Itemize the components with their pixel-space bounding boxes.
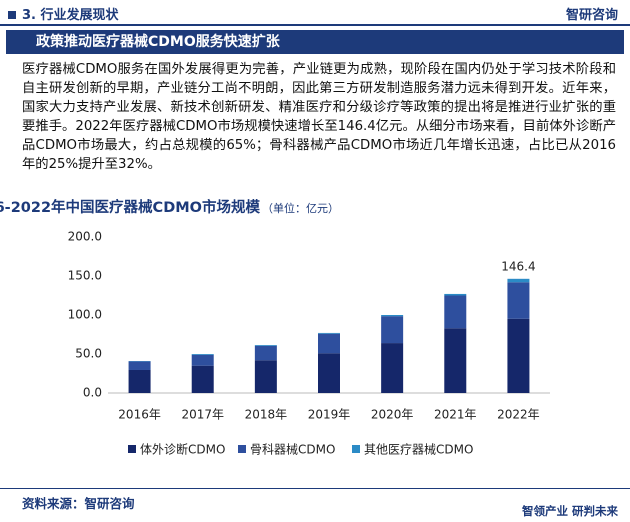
bar-segment — [191, 354, 214, 355]
bar-segment — [191, 365, 214, 393]
chart-unit: （单位：亿元） — [262, 201, 339, 215]
legend-swatch — [238, 445, 246, 453]
divider — [0, 488, 630, 489]
bar-segment — [444, 328, 467, 393]
bar-segment — [381, 316, 404, 344]
total-label: 146.4 — [501, 259, 535, 273]
x-tick-label: 2021年 — [434, 408, 477, 422]
chart-title: 2016-2022年中国医疗器械CDMO市场规模 — [0, 198, 260, 216]
x-tick-label: 2018年 — [245, 408, 288, 422]
banner: 政策推动医疗器械CDMO服务快速扩张 — [6, 30, 624, 54]
bar-segment — [191, 354, 214, 366]
x-tick-label: 2022年 — [497, 408, 540, 422]
y-tick-label: 150.0 — [68, 269, 102, 283]
bar-segment — [507, 278, 530, 283]
chart: 2016-2022年中国医疗器械CDMO市场规模 （单位：亿元） 0.0 50.0… — [0, 198, 550, 457]
bar-segment — [318, 332, 340, 334]
bar-segment — [444, 295, 467, 329]
bar-segment — [318, 353, 340, 393]
legend-label: 骨科器械CDMO — [250, 442, 335, 457]
bar-segment — [318, 333, 340, 354]
y-tick-label: 0.0 — [83, 386, 102, 400]
bar-segment — [128, 361, 151, 370]
slogan: 智领产业 研判未来 — [521, 504, 618, 518]
divider — [0, 24, 630, 26]
y-tick-label: 50.0 — [75, 347, 102, 361]
paragraph: 医疗器械CDMO服务在国外发展得更为完善，产业链更为成熟，现阶段在国内仍处于学习… — [22, 62, 616, 172]
bar-segment — [254, 345, 277, 361]
bar-segment — [128, 369, 151, 393]
legend-label: 其他医疗器械CDMO — [364, 442, 473, 457]
x-tick-label: 2017年 — [181, 408, 224, 422]
source: 资料来源：智研咨询 — [22, 496, 135, 511]
bar-segment — [381, 315, 404, 317]
logo: 智研咨询 — [565, 8, 618, 23]
section-title: 3. 行业发展现状 — [8, 4, 119, 23]
bar-segment — [507, 282, 530, 319]
bar-segment — [254, 360, 277, 393]
x-tick-label: 2019年 — [308, 408, 351, 422]
bar-segment — [444, 293, 467, 296]
bar-segment — [381, 343, 404, 393]
y-tick-label: 100.0 — [68, 308, 102, 322]
y-tick-label: 200.0 — [68, 230, 102, 244]
legend-label: 体外诊断CDMO — [140, 442, 225, 457]
x-tick-label: 2016年 — [118, 408, 161, 422]
legend-swatch — [352, 445, 360, 453]
bar-segment — [254, 345, 277, 346]
bar-segment — [507, 318, 530, 393]
x-tick-label: 2020年 — [371, 408, 414, 422]
legend-swatch — [128, 445, 136, 453]
